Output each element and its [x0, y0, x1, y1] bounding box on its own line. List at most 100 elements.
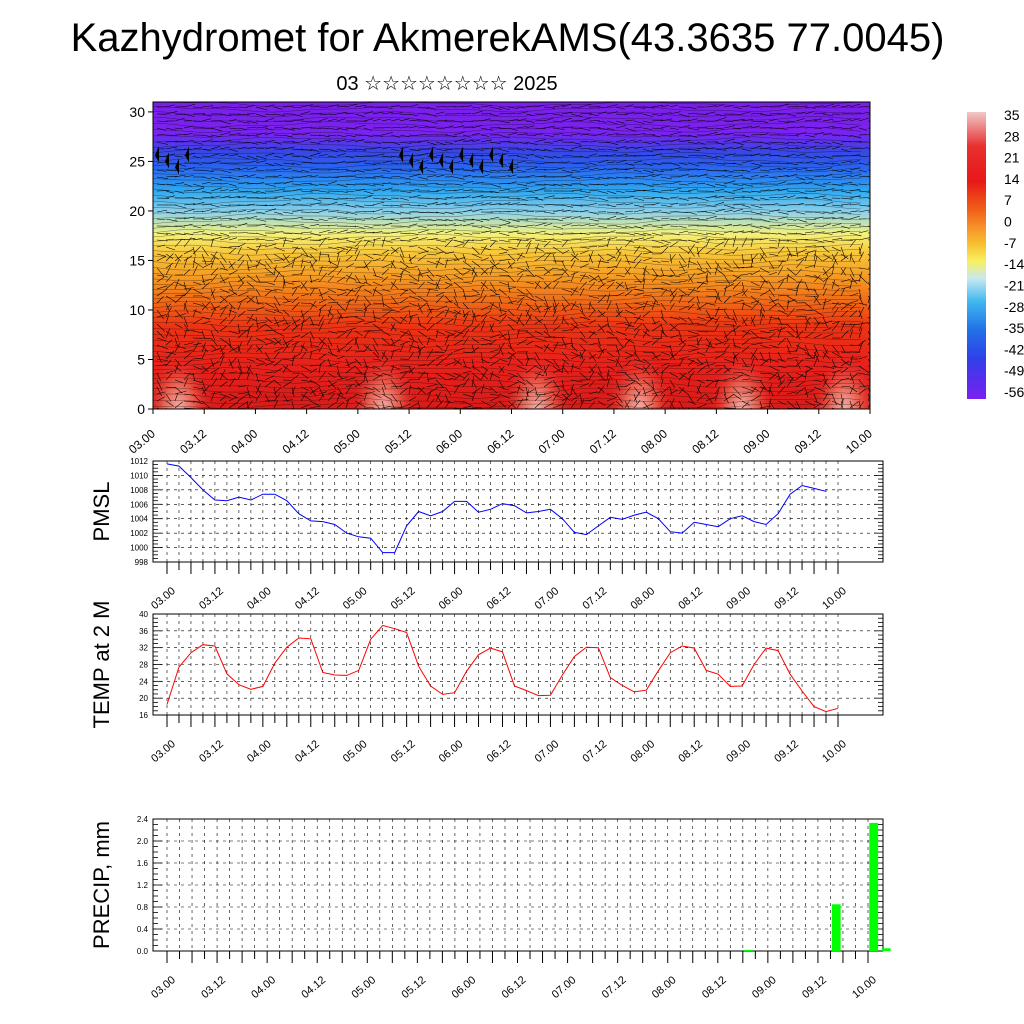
wind-vector [399, 211, 411, 215]
wind-vector [759, 253, 767, 262]
wind-vector [525, 167, 538, 171]
wind-vector [525, 388, 535, 395]
isotherm-line [153, 341, 862, 348]
y-tick-label: 1.2 [137, 881, 149, 890]
wind-vector [687, 225, 699, 227]
wind-vector [363, 391, 368, 402]
wind-vector [291, 106, 302, 109]
wind-vector [516, 385, 521, 395]
wind-vector [435, 392, 441, 402]
wind-vector [813, 175, 824, 178]
x-tick-label: 05.12 [389, 585, 418, 612]
wind-vector [570, 197, 582, 199]
wind-vector [822, 327, 832, 332]
wind-vector [354, 113, 365, 117]
wind-vector [273, 195, 284, 199]
wind-vector [498, 140, 511, 143]
wind-vector [300, 332, 309, 339]
wind-vector [237, 297, 248, 304]
wind-vector [174, 294, 184, 304]
wind-vector [273, 393, 281, 402]
wind-vector [408, 125, 418, 129]
wind-vector [714, 390, 719, 402]
wind-vector [228, 154, 239, 157]
wind-vector [786, 120, 796, 122]
wind-vector [588, 134, 598, 136]
wind-vector [363, 288, 373, 294]
wind-vector [237, 127, 248, 130]
wind-vector [219, 317, 228, 325]
wind-vector [777, 147, 789, 150]
wind-vector [543, 223, 553, 227]
wind-vector [201, 246, 209, 257]
wind-vector [552, 307, 557, 318]
wind-vector [381, 160, 393, 164]
wind-vector [408, 378, 420, 381]
wind-vector [354, 380, 366, 388]
wind-vector [453, 183, 463, 186]
wind-vector [705, 195, 717, 199]
wind-vector [768, 372, 778, 381]
wind-vector [156, 276, 165, 283]
wind-vector [534, 330, 544, 336]
wind-vector [507, 197, 520, 200]
wind-vector [210, 187, 222, 192]
wind-vector [543, 211, 555, 214]
wind-vector [615, 154, 628, 157]
wind-vector [318, 134, 330, 138]
wind-vector [273, 259, 283, 262]
wind-vector [264, 361, 275, 367]
wind-vector [309, 202, 322, 206]
wind-vector [174, 169, 184, 172]
wind-vector [309, 183, 319, 186]
wind-vector [651, 197, 664, 199]
wind-vector [264, 113, 275, 116]
wind-vector [507, 295, 513, 305]
wind-vector [669, 218, 679, 221]
wind-vector [687, 335, 700, 339]
wind-vector [201, 330, 206, 339]
wind-vector [210, 153, 220, 157]
wind-vector [471, 313, 476, 325]
wind-vector [489, 260, 499, 270]
wind-vector [354, 160, 367, 164]
wind-vector [507, 286, 517, 290]
wind-vector [381, 288, 391, 292]
wind-vector [327, 237, 339, 241]
wind-vector [840, 360, 850, 367]
wind-vector [588, 267, 600, 271]
wind-vector [291, 127, 301, 130]
wind-vector [507, 210, 519, 213]
wind-vector [516, 270, 525, 276]
wind-vector [237, 222, 248, 227]
wind-vector [165, 339, 173, 346]
wind-vector [291, 257, 296, 269]
wind-vector [255, 337, 266, 343]
wind-vector [813, 274, 821, 283]
wind-vector [714, 288, 721, 300]
wind-vector [156, 351, 162, 363]
wind-vector [489, 266, 494, 276]
wind-vector [183, 248, 194, 255]
wind-vector [822, 267, 829, 278]
wind-vector [453, 316, 457, 325]
wind-vector [381, 141, 391, 144]
wind-vector [633, 112, 643, 115]
wind-vector [633, 232, 646, 236]
wind-vector [363, 372, 369, 383]
wind-vector [732, 146, 744, 150]
wind-vector [273, 271, 280, 283]
wind-vector [759, 379, 767, 390]
wind-vector [867, 281, 870, 288]
wind-vector [399, 118, 410, 122]
wind-vector [696, 295, 700, 304]
wind-vector [156, 330, 165, 339]
wind-vector [273, 288, 283, 291]
wind-vector [669, 288, 678, 297]
wind-vector [840, 255, 848, 262]
plot-frame [152, 460, 884, 563]
wind-vector [390, 112, 403, 115]
wind-vector [570, 162, 580, 164]
wind-vector [183, 133, 193, 136]
wind-vector [246, 246, 258, 252]
